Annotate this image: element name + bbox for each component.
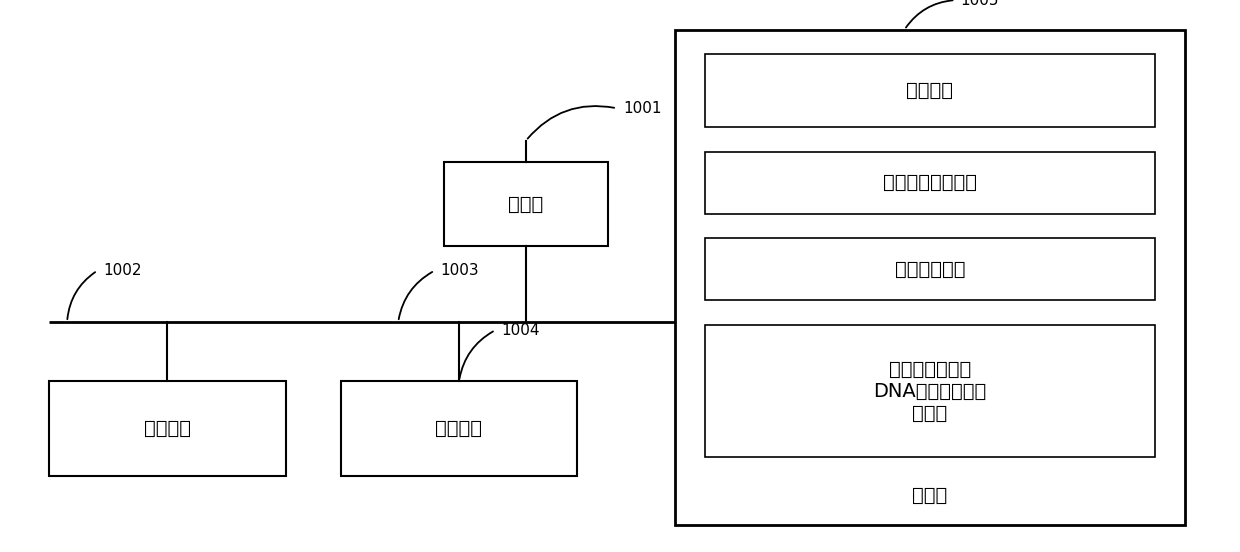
Text: 存储器: 存储器 bbox=[913, 486, 947, 505]
Text: 数据接口控制程序: 数据接口控制程序 bbox=[883, 173, 977, 192]
Text: 1005: 1005 bbox=[961, 0, 999, 8]
Bar bbox=[444, 162, 608, 246]
Text: 操作系统: 操作系统 bbox=[906, 81, 954, 100]
Bar bbox=[48, 381, 285, 476]
Text: 处理器: 处理器 bbox=[508, 195, 543, 214]
Text: 网络接口: 网络接口 bbox=[435, 420, 482, 438]
Bar bbox=[706, 325, 1154, 457]
Bar bbox=[706, 152, 1154, 214]
Text: 用户接口: 用户接口 bbox=[144, 420, 191, 438]
Text: 1004: 1004 bbox=[501, 322, 539, 338]
Text: 网络连接程序: 网络连接程序 bbox=[894, 260, 965, 279]
Bar bbox=[706, 54, 1154, 127]
Text: 1003: 1003 bbox=[440, 263, 480, 278]
Text: 1001: 1001 bbox=[622, 101, 661, 116]
Text: 种子序列信息的
DNA甲基化数据检
测程序: 种子序列信息的 DNA甲基化数据检 测程序 bbox=[873, 359, 987, 422]
Text: 1002: 1002 bbox=[103, 263, 143, 278]
Bar bbox=[675, 30, 1185, 525]
Bar bbox=[341, 381, 578, 476]
Bar bbox=[706, 238, 1154, 300]
